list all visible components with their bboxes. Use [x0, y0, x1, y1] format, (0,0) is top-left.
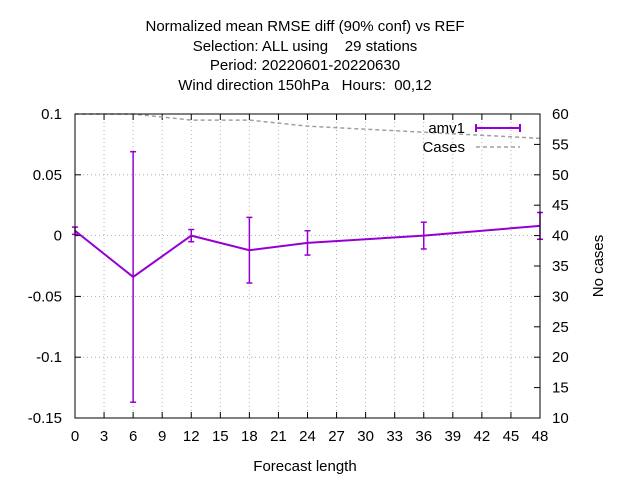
y-tick-label: -0.05: [28, 288, 62, 305]
x-axis-ticks: 0 3 6 9 12 15 18 21 24 27 30 33 36 39 42 45 48: [71, 114, 549, 445]
title-line-4: Wind direction 150hPa Hours: 00,12: [178, 77, 431, 94]
x-tick-label: 39: [444, 428, 461, 445]
x-tick-label: 9: [158, 428, 166, 445]
x-tick-label: 15: [212, 428, 229, 445]
y2-tick-label: 60: [552, 106, 569, 123]
y-tick-label: 0.05: [33, 167, 62, 184]
x-tick-label: 36: [415, 428, 432, 445]
x-tick-label: 45: [503, 428, 520, 445]
title-line-3: Period: 20220601-20220630: [210, 57, 400, 74]
grid: [75, 114, 540, 418]
x-tick-label: 27: [328, 428, 345, 445]
chart-title: Normalized mean RMSE diff (90% conf) vs …: [146, 18, 465, 94]
series-amv1: [72, 150, 543, 403]
title-line-1: Normalized mean RMSE diff (90% conf) vs …: [146, 18, 465, 35]
y2-tick-label: 35: [552, 258, 569, 275]
title-line-2: Selection: ALL using 29 stations: [193, 38, 418, 55]
x-tick-label: 0: [71, 428, 79, 445]
y2-tick-label: 30: [552, 288, 569, 305]
x-tick-label: 48: [532, 428, 549, 445]
y2-tick-label: 25: [552, 319, 569, 336]
plot-frame: [74, 113, 541, 419]
x-tick-label: 3: [100, 428, 108, 445]
y2-tick-label: 15: [552, 380, 569, 397]
y2-tick-label: 45: [552, 197, 569, 214]
y-tick-label: 0.1: [41, 106, 62, 123]
x-tick-label: 18: [241, 428, 258, 445]
y2-tick-label: 40: [552, 228, 569, 245]
y-tick-label: -0.15: [28, 410, 62, 427]
x-axis-label: Forecast length: [253, 458, 356, 475]
x-tick-label: 33: [386, 428, 403, 445]
y-axis-ticks: 0.1 0.05 0 -0.05 -0.1 -0.15: [28, 106, 81, 427]
legend-label-cases: Cases: [422, 139, 465, 156]
x-tick-label: 30: [357, 428, 374, 445]
y2-tick-label: 20: [552, 349, 569, 366]
y2-tick-label: 10: [552, 410, 569, 427]
x-tick-label: 6: [129, 428, 137, 445]
legend: amv1 Cases: [422, 120, 521, 156]
x-tick-label: 42: [474, 428, 491, 445]
y2-axis-ticks: 60 55 50 45 40 35 30 25 20 15 10: [534, 106, 569, 427]
x-tick-label: 24: [299, 428, 316, 445]
y2-tick-label: 50: [552, 167, 569, 184]
legend-label-amv1: amv1: [428, 120, 465, 137]
y-tick-label: 0: [54, 228, 62, 245]
y2-axis-label: No cases: [590, 235, 607, 298]
y-tick-label: -0.1: [36, 349, 62, 366]
y2-tick-label: 55: [552, 136, 569, 153]
x-tick-label: 21: [270, 428, 287, 445]
x-tick-label: 12: [183, 428, 200, 445]
